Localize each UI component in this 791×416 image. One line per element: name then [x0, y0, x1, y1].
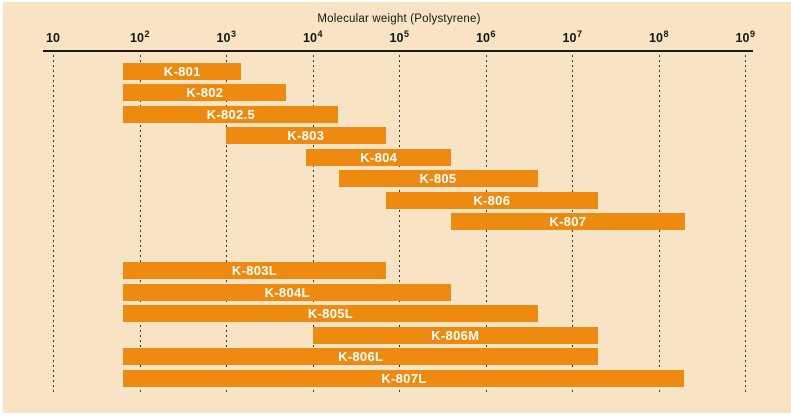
chart-title: Molecular weight (Polystyrene)	[317, 13, 481, 25]
range-bar-label: K-803	[287, 128, 325, 144]
x-tick-label-10e4: 104	[303, 29, 323, 45]
range-bar-label: K-804L	[264, 284, 310, 300]
x-tick-label-10e7: 107	[562, 29, 582, 45]
x-tick-exponent: 7	[576, 29, 582, 39]
range-bar-k-806m: K-806M	[312, 326, 598, 344]
range-bar-label: K-807	[549, 214, 587, 229]
range-bar-label: K-802	[186, 85, 224, 101]
range-bar-label: K-805L	[307, 306, 354, 321]
x-tick-label-10e9: 109	[735, 29, 755, 45]
x-tick-exponent: 8	[663, 29, 669, 39]
range-bar-k-807: K-807	[451, 213, 685, 230]
x-tick-exponent: 6	[490, 29, 496, 39]
gridline-10e9	[745, 55, 746, 392]
x-tick-label-10e1: 10	[46, 31, 60, 45]
range-bar-label: K-804	[360, 149, 398, 165]
range-bar-k-804l: K-804L	[123, 283, 452, 301]
x-axis-line	[43, 50, 753, 52]
range-bar-k-805l: K-805L	[123, 305, 538, 322]
range-bar-k-801: K-801	[123, 63, 242, 80]
range-bar-label: K-806	[473, 192, 511, 208]
range-bar-label: K-802.5	[206, 106, 256, 122]
x-tick-label-10e6: 106	[476, 29, 496, 45]
x-tick-exponent: 2	[144, 29, 150, 39]
range-bar-label: K-803L	[231, 263, 278, 278]
range-bar-k-807l: K-807L	[123, 369, 685, 387]
range-bar-label: K-806M	[431, 327, 480, 343]
x-tick-exponent: 4	[317, 29, 323, 39]
x-tick-label-10e3: 103	[216, 29, 236, 45]
gridline-10e1	[53, 55, 54, 392]
x-tick-exponent: 9	[749, 29, 755, 39]
range-bar-k-803: K-803	[226, 127, 386, 145]
x-tick-exponent: 3	[230, 29, 236, 39]
gridline-10e4	[312, 55, 314, 392]
range-bar-k-802-5: K-802.5	[123, 105, 339, 123]
range-bar-label: K-807L	[381, 370, 427, 386]
gridline-10e3	[226, 55, 227, 392]
range-bar-k-805: K-805	[338, 170, 538, 188]
gridline-10e2	[139, 55, 141, 392]
range-bar-label: K-805	[419, 171, 457, 187]
gridline-10e5	[399, 55, 400, 392]
range-bar-k-804: K-804	[306, 148, 452, 166]
range-bar-label: K-801	[163, 64, 201, 79]
range-bar-k-806l: K-806L	[123, 348, 598, 365]
range-bar-k-806: K-806	[385, 191, 598, 209]
range-bar-label: K-806L	[338, 349, 384, 364]
x-tick-label-10e2: 102	[130, 29, 150, 45]
x-tick-label-10e8: 108	[649, 29, 669, 45]
range-bar-k-803l: K-803L	[123, 262, 386, 279]
range-bar-k-802: K-802	[123, 84, 287, 102]
x-tick-exponent: 5	[403, 29, 409, 39]
x-tick-label-10e5: 105	[389, 29, 409, 45]
